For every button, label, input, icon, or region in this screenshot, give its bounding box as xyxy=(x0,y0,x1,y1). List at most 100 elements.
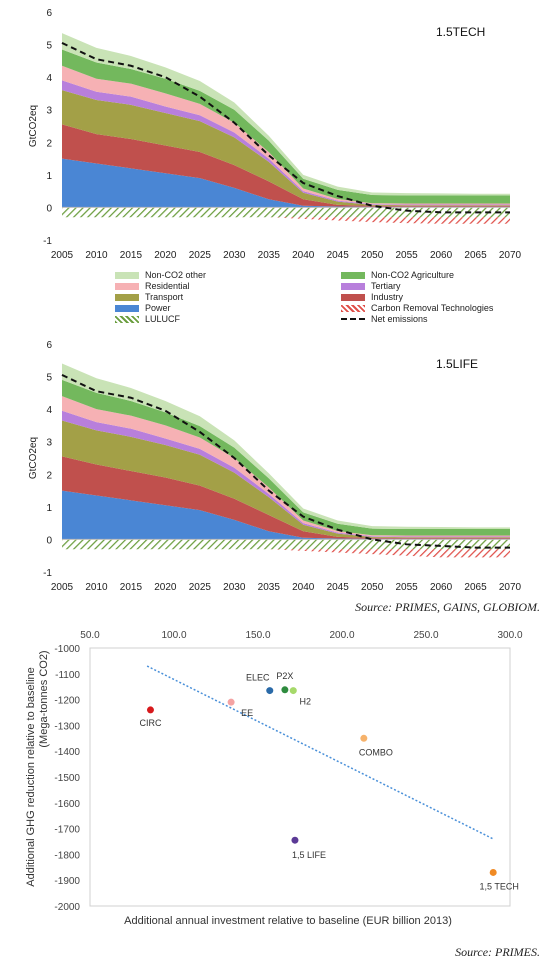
x-tick-label: 2070 xyxy=(499,582,522,593)
x-tick-label: 2015 xyxy=(120,250,143,261)
area-tertiary xyxy=(62,80,510,206)
x-tick-label: 2010 xyxy=(85,582,108,593)
legend-swatch xyxy=(341,293,365,301)
area-power xyxy=(62,158,510,208)
area-transport xyxy=(62,420,510,538)
y-axis-label: Additional GHG reduction relative to bas… xyxy=(25,667,37,887)
area-industry xyxy=(62,456,510,539)
area-residential xyxy=(62,65,510,205)
x-tick-label: 2020 xyxy=(154,250,177,261)
x-tick-label: 2055 xyxy=(395,250,418,261)
legend-label: Non-CO2 other xyxy=(145,270,207,280)
y-tick-label: -1800 xyxy=(54,850,80,861)
legend-item-transport: Transport xyxy=(115,292,183,302)
area-lulucf xyxy=(62,539,510,550)
point-label: 1,5 TECH xyxy=(480,881,519,891)
area-lulucf xyxy=(62,207,510,218)
x-tick-label: 2030 xyxy=(223,582,246,593)
x-tick-label: 2020 xyxy=(154,582,177,593)
y-tick-label: -1200 xyxy=(54,696,80,707)
point-label: P2X xyxy=(276,671,293,681)
point-p2x xyxy=(281,686,289,694)
x-tick-label: 250.0 xyxy=(413,630,438,641)
y-tick-label: -1700 xyxy=(54,825,80,836)
chart-title: 1.5LIFE xyxy=(436,357,478,371)
x-tick-label: 2050 xyxy=(361,582,384,593)
x-tick-label: 2070 xyxy=(499,250,522,261)
x-tick-label: 2045 xyxy=(327,250,350,261)
x-tick-label: 2060 xyxy=(430,582,453,593)
line-net-emissions xyxy=(61,42,510,214)
x-tick-label: 2025 xyxy=(189,250,212,261)
y-tick-label: -1500 xyxy=(54,773,80,784)
y-tick-label: 6 xyxy=(46,340,52,351)
area-power xyxy=(62,490,510,540)
legend-label: Net emissions xyxy=(371,314,428,324)
y-tick-label: 5 xyxy=(46,41,52,52)
area-carbon-removal-technologies xyxy=(62,217,510,224)
scatter-chart-investment-vs-reduction: 50.0 100.0 150.0 200.0 250.0 300.0 -1000 -1100 -… xyxy=(25,630,523,927)
x-tick-label: 2025 xyxy=(189,582,212,593)
area-chart-1-5tech: -1 0 1 2 3 4 5 6 2005 2010 2015 2020 2025 2030 2035 204… xyxy=(28,8,522,261)
legend-swatch xyxy=(341,318,365,320)
area-transport xyxy=(62,90,510,206)
point-ee xyxy=(227,698,235,706)
x-tick-label: 2065 xyxy=(464,250,487,261)
legend-swatch xyxy=(115,293,139,301)
legend-label: Carbon Removal Technologies xyxy=(371,303,494,313)
y-tick-label: -1400 xyxy=(54,747,80,758)
plot-area-border xyxy=(89,647,511,907)
y-tick-label: 3 xyxy=(46,106,52,117)
y-tick-label: 0 xyxy=(46,535,52,546)
x-tick-label: 2005 xyxy=(51,582,74,593)
x-axis-label: Additional annual investment relative to… xyxy=(124,915,452,927)
chart-title: 1.5TECH xyxy=(436,25,485,39)
x-tick-label: 2040 xyxy=(292,582,315,593)
point-elec xyxy=(266,687,274,695)
trendline xyxy=(146,665,494,840)
point-label: ELEC xyxy=(246,673,270,683)
x-tick-label: 200.0 xyxy=(329,630,354,641)
legend-swatch xyxy=(341,271,365,279)
area-tertiary xyxy=(62,410,510,538)
legend-label: Tertiary xyxy=(371,281,401,291)
y-tick-label: -1 xyxy=(43,236,52,247)
y-tick-label: -2000 xyxy=(54,902,80,913)
y-tick-label: 4 xyxy=(46,405,52,416)
legend-swatch xyxy=(341,282,365,290)
y-tick-label: 3 xyxy=(46,438,52,449)
y-tick-label: -1000 xyxy=(54,644,80,655)
legend-item-non-co2-other: Non-CO2 other xyxy=(115,270,206,280)
x-tick-label: 2050 xyxy=(361,250,384,261)
area-carbon-removal-technologies xyxy=(62,549,510,558)
point-combo xyxy=(360,734,368,742)
area-non-co2-other xyxy=(62,33,510,196)
area-residential xyxy=(62,396,510,537)
area-non-co2-agriculture xyxy=(62,49,510,204)
area-chart-1-5life: -1 0 1 2 3 4 5 6 2005 2010 2015 2020 2025 2030 2035 204… xyxy=(28,340,522,593)
x-tick-label: 2005 xyxy=(51,250,74,261)
x-tick-label: 2040 xyxy=(292,250,315,261)
y-tick-label: -1300 xyxy=(54,721,80,732)
line-net-emissions xyxy=(61,374,510,549)
legend-item-tertiary: Tertiary xyxy=(341,281,401,291)
legend-swatch xyxy=(115,315,139,323)
legend-item-carbon-removal-technologies: Carbon Removal Technologies xyxy=(341,303,493,313)
x-tick-label: 2045 xyxy=(327,582,350,593)
legend-swatch xyxy=(115,304,139,312)
y-tick-label: -1 xyxy=(43,568,52,579)
x-tick-label: 2060 xyxy=(430,250,453,261)
legend-swatch xyxy=(115,282,139,290)
area-non-co2-agriculture xyxy=(62,379,510,536)
x-tick-label: 2035 xyxy=(258,250,281,261)
point-label: 1,5 LIFE xyxy=(292,850,326,860)
y-tick-label: 0 xyxy=(46,203,52,214)
y-tick-label: -1600 xyxy=(54,799,80,810)
legend-label: Residential xyxy=(145,281,190,291)
x-tick-label: 2030 xyxy=(223,250,246,261)
y-tick-label: 2 xyxy=(46,470,52,481)
source-note-top: Source: PRIMES, GAINS, GLOBIOM. xyxy=(355,600,540,614)
y-axis-label: GtCO2eq xyxy=(28,437,39,479)
legend-item-non-co2-agriculture: Non-CO2 Agriculture xyxy=(341,270,454,280)
y-tick-label: 5 xyxy=(46,373,52,384)
